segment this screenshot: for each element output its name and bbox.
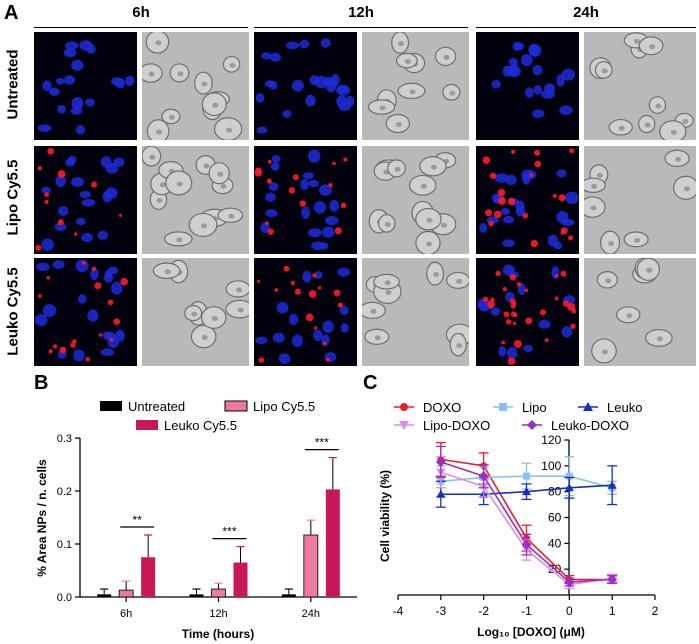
legend-marker-doxo: [400, 403, 408, 411]
data-point-lipo: [523, 472, 530, 480]
significance-label: ***: [222, 525, 236, 539]
legend-label-lipo-doxo: Lipo-DOXO: [423, 418, 490, 433]
bar-y-axis-label: % Area NPs / n. cells: [35, 459, 49, 577]
bar-y-tick-label: 0.2: [57, 486, 72, 498]
bar-y-tick-label: 0.3: [57, 433, 72, 445]
viability-x-tick-label: 2: [652, 604, 659, 618]
data-point-leuko: [436, 489, 446, 498]
viability-x-axis-label: Log₁₀ [DOXO] (μM): [477, 625, 585, 639]
bar-untreated-24h: [281, 594, 296, 597]
panel-a-letter: A: [4, 2, 19, 24]
viability-chart: DOXO Lipo Leuko Lipo-DOXO Leuko-DOXO 2 0 4…: [378, 400, 659, 639]
bar-x-tick-label: 12h: [209, 608, 227, 620]
bar-x-axis-label: Time (hours): [182, 627, 254, 641]
panel-b-letter: B: [34, 372, 49, 394]
fluorescence-image-leuko-6h: [34, 258, 137, 366]
data-point-leuko: [564, 483, 574, 492]
brightfield-image-untreated-24h: [584, 32, 696, 140]
viability-y-axis-label: Cell viability (%): [378, 470, 392, 562]
column-rule-12h: [254, 27, 468, 28]
brightfield-image-leuko-12h: [362, 258, 469, 366]
bar-x-tick-label: 24h: [302, 608, 320, 620]
row-label-leuko-cy55: Leuko Cy5.5: [4, 267, 22, 356]
data-point-leuko: [522, 487, 531, 496]
data-point-leuko-doxo: [435, 456, 446, 467]
legend-label-lipo: Lipo Cy5.5: [253, 399, 315, 414]
fluorescence-image-lipo-12h: [254, 146, 357, 254]
legend-swatch-leuko: [136, 420, 158, 430]
viability-y-tick-label: 100: [541, 459, 561, 473]
bar-y-tick-label: 0.1: [57, 539, 72, 551]
fluorescence-image-leuko-24h: [476, 258, 579, 366]
data-point-leuko-doxo: [478, 471, 489, 482]
viability-x-tick-label: -1: [521, 604, 532, 618]
viability-x-tick-label: -4: [393, 604, 404, 618]
bar-lipo-12h: [211, 588, 226, 598]
column-header-24h: 24h: [573, 4, 599, 21]
brightfield-image-lipo-24h: [584, 146, 696, 254]
viability-x-tick-label: 1: [609, 604, 616, 618]
brightfield-image-untreated-6h: [142, 32, 249, 140]
viability-y-tick-label: 120: [541, 433, 561, 447]
viability-y-tick-label: 60: [548, 511, 562, 525]
viability-y-tick-label: 80: [548, 485, 562, 499]
row-label-lipo-cy55: Lipo Cy5.5: [4, 159, 22, 236]
bar-lipo-24h: [303, 534, 319, 598]
viability-x-tick-label: 0: [566, 604, 573, 618]
data-point-leuko-doxo: [607, 574, 618, 585]
fluorescence-image-untreated-6h: [34, 32, 137, 140]
brightfield-image-leuko-24h: [584, 258, 696, 366]
fluorescence-image-untreated-12h: [254, 32, 357, 140]
brightfield-image-leuko-6h: [142, 258, 249, 366]
significance-label: **: [132, 513, 142, 527]
bar-leuko-12h: [233, 562, 248, 597]
data-point-leuko-doxo: [521, 539, 532, 550]
data-point-lipo: [565, 472, 573, 480]
viability-y-tick-label: 40: [548, 536, 562, 550]
legend-label-lipo-c: Lipo: [522, 400, 547, 415]
legend-label-doxo: DOXO: [423, 400, 461, 415]
legend-label-untreated: Untreated: [128, 399, 185, 414]
legend-swatch-lipo: [224, 400, 248, 412]
legend-marker-leuko: [583, 402, 593, 411]
row-label-untreated: Untreated: [4, 49, 22, 120]
bar-untreated-6h: [97, 594, 112, 597]
data-point-leuko: [607, 480, 617, 489]
column-rule-6h: [34, 27, 248, 28]
legend-label-leuko-doxo: Leuko-DOXO: [551, 418, 629, 433]
legend-marker-leuko-doxo: [527, 420, 537, 430]
bar-x-tick-label: 6h: [120, 608, 132, 620]
column-rule-24h: [476, 27, 696, 28]
brightfield-image-lipo-6h: [142, 146, 249, 254]
bar-leuko-24h: [325, 489, 340, 597]
fluorescence-image-untreated-24h: [476, 32, 579, 140]
viability-x-tick-label: -2: [478, 604, 489, 618]
brightfield-image-untreated-12h: [362, 32, 469, 140]
fluorescence-image-lipo-6h: [34, 146, 137, 254]
legend-marker-lipo: [499, 403, 507, 411]
legend-marker-lipo-doxo: [399, 421, 409, 430]
column-header-12h: 12h: [348, 4, 374, 21]
viability-x-tick-label: -3: [435, 604, 446, 618]
bar-y-tick-label: 0.0: [57, 592, 72, 604]
bar-lipo-6h: [118, 589, 134, 598]
data-point-leuko-doxo: [564, 577, 575, 588]
fluorescence-image-lipo-24h: [476, 146, 579, 254]
fluorescence-image-leuko-12h: [254, 258, 357, 366]
panel-c-letter: C: [363, 372, 378, 394]
bar-leuko-6h: [141, 557, 156, 597]
legend-label-leuko: Leuko Cy5.5: [164, 418, 237, 433]
significance-label: ***: [315, 436, 329, 450]
bar-chart: Untreated Lipo Cy5.5 Leuko Cy5.5 0.0 0.1 0…: [35, 399, 357, 641]
brightfield-image-lipo-12h: [362, 146, 469, 254]
bar-untreated-12h: [189, 594, 204, 597]
legend-swatch-untreated: [100, 401, 122, 411]
legend-label-leuko-c: Leuko: [607, 400, 642, 415]
column-header-6h: 6h: [132, 4, 150, 21]
